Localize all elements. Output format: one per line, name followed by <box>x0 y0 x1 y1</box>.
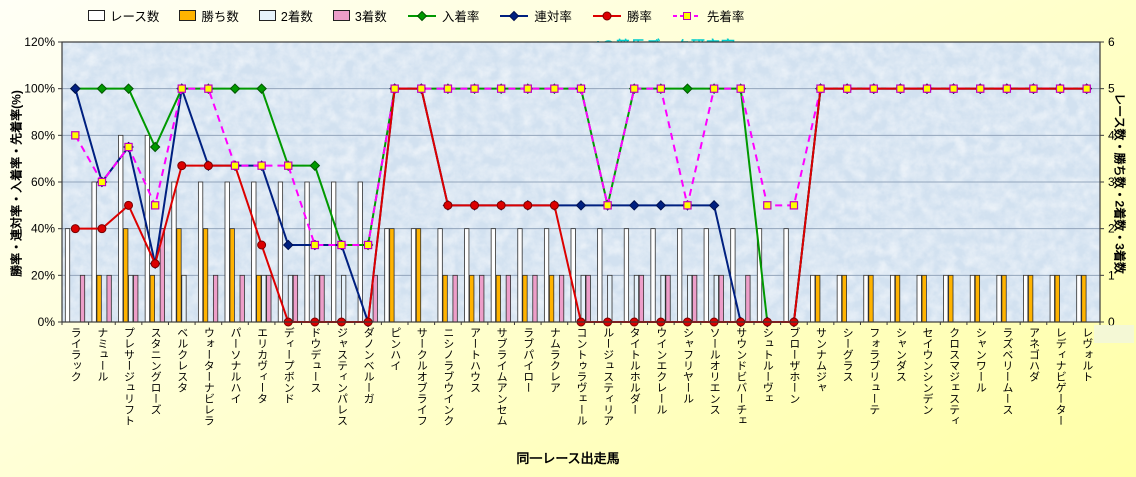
legend-item-third-count: 3着数 <box>332 6 387 25</box>
x-category-label: パーソナルハイ <box>229 327 241 404</box>
x-category-label: クロスマジェスティ <box>947 327 960 426</box>
x-category-label: タイトルホルダー <box>628 327 641 415</box>
svg-text:3: 3 <box>1108 175 1115 189</box>
legend-swatch-third-count <box>332 10 350 21</box>
svg-text:2: 2 <box>1108 222 1115 236</box>
legend-item-placing-rate: 入着率 <box>407 6 480 25</box>
x-category-label: レヴォルト <box>1080 327 1093 382</box>
x-category-label: サンナムジャ <box>814 327 827 393</box>
x-category-label: ダノンベルーガ <box>362 327 375 404</box>
legend-swatch-first-finish-rate <box>672 11 701 20</box>
x-category-label: ジャスティンパレス <box>335 327 348 426</box>
x-category-label: ニシノラブウインク <box>441 327 454 426</box>
x-category-label: ラズベリームース <box>1000 327 1013 415</box>
legend-label-first-finish-rate: 先着率 <box>706 10 745 24</box>
x-category-label: ドウデュース <box>308 327 321 393</box>
svg-text:120%: 120% <box>24 35 55 49</box>
x-category-label: ナミュール <box>95 327 108 382</box>
x-category-label: アネゴハダ <box>1027 327 1040 382</box>
legend-swatch-race-count <box>88 10 105 21</box>
x-category-label: シュトルーヴェ <box>761 327 774 404</box>
x-category-label: スタニングローズ <box>149 327 162 415</box>
legend-label-race-count: レース数 <box>110 10 160 24</box>
x-category-label: ディープボンド <box>282 327 295 404</box>
x-category-label: シャンワール <box>974 327 987 393</box>
x-category-label: サブライムアンセム <box>495 327 508 426</box>
svg-text:0: 0 <box>1108 315 1115 329</box>
svg-text:6: 6 <box>1108 35 1115 49</box>
svg-text:0%: 0% <box>38 315 56 329</box>
legend-swatch-win-rate <box>592 11 621 20</box>
corner-box <box>1094 325 1134 343</box>
legend-label-quinella-rate: 連対率 <box>534 10 572 24</box>
x-category-label: レディナビゲーター <box>1054 327 1067 426</box>
legend-item-first-finish-rate: 先着率 <box>672 6 745 25</box>
x-category-label: シャフリヤール <box>681 327 694 404</box>
x-category-label: サークルオブライフ <box>415 327 428 426</box>
svg-text:80%: 80% <box>31 128 55 142</box>
x-category-label: サウンドビバーチェ <box>734 327 747 426</box>
legend-label-win-count: 勝ち数 <box>201 10 239 24</box>
svg-text:60%: 60% <box>31 175 55 189</box>
x-category-label: コントゥラヴェール <box>575 327 587 426</box>
legend-label-third-count: 3着数 <box>354 10 387 24</box>
x-category-label: ラブパイロー <box>521 327 534 393</box>
x-category-label: シーグラス <box>841 327 854 382</box>
svg-text:100%: 100% <box>24 82 55 96</box>
svg-text:4: 4 <box>1108 128 1115 142</box>
x-category-label: ウインエクレール <box>654 327 667 415</box>
legend-item-second-count: 2着数 <box>258 6 313 25</box>
x-category-label: エリカヴィータ <box>255 327 268 404</box>
legend-item-quinella-rate: 連対率 <box>499 6 572 25</box>
x-category-label: フォラブリューテ <box>867 327 880 415</box>
x-category-label: ルージュスティリア <box>601 327 614 426</box>
x-category-label: ピンハイ <box>388 327 401 371</box>
x-category-label: ナムラクレア <box>548 327 561 393</box>
legend-item-win-count: 勝ち数 <box>179 6 239 25</box>
legend-swatch-placing-rate <box>407 10 436 21</box>
legend-label-win-rate: 勝率 <box>626 10 652 24</box>
legend-swatch-second-count <box>258 10 276 21</box>
x-category-label: ライラック <box>69 327 82 382</box>
svg-text:5: 5 <box>1108 82 1115 96</box>
x-category-label: ブローザホーン <box>787 327 800 404</box>
x-category-label: ウォーターナビレラ <box>202 327 215 426</box>
legend-swatch-quinella-rate <box>500 10 529 21</box>
x-category-label: ベルクレスタ <box>175 327 188 393</box>
x-category-label: ソールオリエンス <box>708 327 721 415</box>
svg-text:40%: 40% <box>31 222 55 236</box>
legend-item-win-rate: 勝率 <box>592 6 652 25</box>
x-category-label: セイウンシンデン <box>921 327 933 415</box>
legend-item-race-count: レース数 <box>88 6 159 25</box>
svg-text:1: 1 <box>1108 268 1115 282</box>
x-category-label: アートハウス <box>468 327 481 393</box>
x-axis-title: 同一レース出走馬 <box>516 451 620 466</box>
svg-text:20%: 20% <box>31 268 55 282</box>
x-category-label: プレサージュリフト <box>122 327 135 426</box>
legend-label-second-count: 2着数 <box>280 10 313 24</box>
legend: レース数 勝ち数 2着数 3着数 入着率 連対率 勝率 先着率 <box>88 6 744 25</box>
x-category-label: シャンダス <box>894 327 907 382</box>
legend-label-placing-rate: 入着率 <box>441 10 480 24</box>
legend-swatch-win-count <box>179 10 197 21</box>
